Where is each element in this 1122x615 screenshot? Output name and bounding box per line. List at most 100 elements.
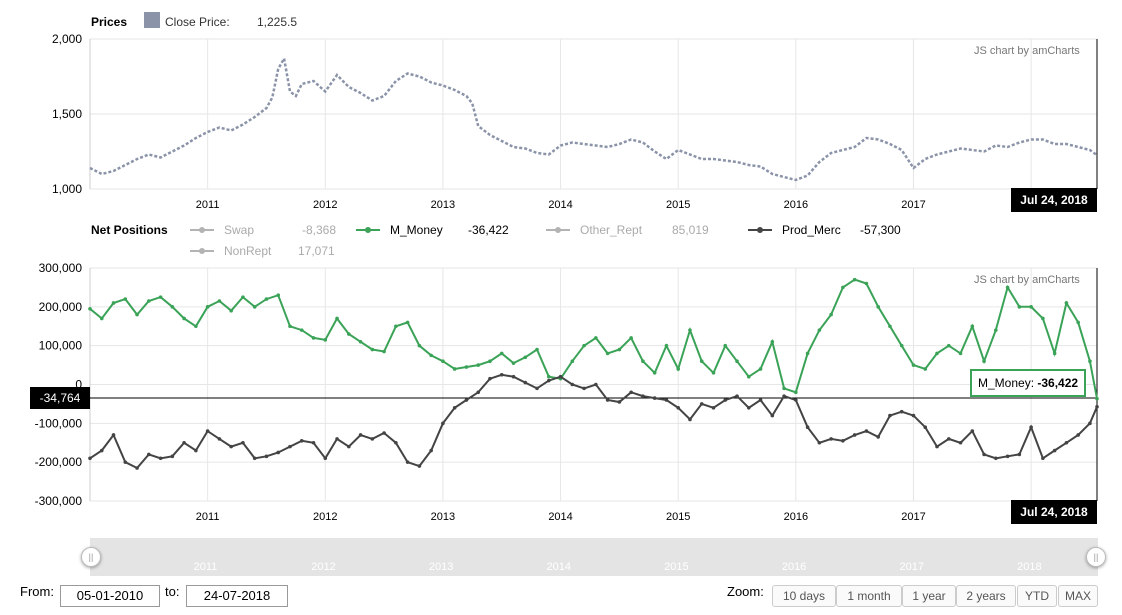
positions-plot-area[interactable] — [88, 277, 1099, 470]
m-money-data-point — [1005, 285, 1010, 290]
scrollbar-year-label: 2013 — [428, 561, 454, 573]
prod-merc-data-point — [217, 437, 222, 441]
prices-y-tick-label: 2,000 — [52, 32, 82, 46]
prod-merc-data-point — [841, 439, 845, 443]
prod-merc-data-point — [499, 372, 504, 377]
prod-merc-data-point — [546, 378, 551, 383]
prices-chart-credit[interactable]: JS chart by amCharts — [974, 45, 1080, 57]
legend-series-value: -57,300 — [860, 223, 901, 237]
prod-merc-data-point — [1076, 433, 1080, 437]
prod-merc-data-point — [946, 437, 951, 441]
prices-grid — [90, 38, 1097, 190]
prod-merc-data-point — [746, 406, 751, 410]
positions-y-tick-label: -200,000 — [35, 455, 83, 469]
prices-plot-area[interactable] — [89, 54, 1098, 182]
legend-item-m-money[interactable]: M_Money -36,422 — [356, 223, 536, 239]
m-money-data-point — [735, 359, 739, 364]
prices-x-tick-label: 2017 — [901, 199, 925, 211]
zoom-button-ytd[interactable]: YTD — [1017, 585, 1057, 607]
to-label: to: — [165, 584, 180, 599]
prod-merc-data-point — [617, 400, 622, 404]
positions-x-tick-label: 2017 — [901, 511, 925, 523]
m-money-data-point — [641, 359, 645, 364]
positions-x-tick-label: 2011 — [196, 511, 220, 523]
m-money-data-point — [982, 359, 986, 364]
from-date-input[interactable]: 05-01-2010 — [60, 585, 160, 607]
prod-merc-data-point — [829, 437, 833, 441]
legend-item-nonrept[interactable]: NonRept 17,071 — [190, 244, 350, 260]
legend-item-prod-merc[interactable]: Prod_Merc -57,300 — [748, 223, 928, 239]
prod-merc-data-point — [970, 429, 975, 433]
positions-y-tick-label: 100,000 — [39, 339, 83, 353]
zoom-button-1-month[interactable]: 1 month — [836, 585, 902, 607]
positions-chart-credit[interactable]: JS chart by amCharts — [974, 274, 1080, 286]
chart-scrollbar[interactable] — [90, 538, 1098, 576]
positions-x-tick-label: 2012 — [313, 511, 337, 523]
m-money-data-point — [570, 359, 575, 364]
prod-merc-data-point — [723, 398, 728, 402]
scrollbar-year-label: 2015 — [664, 561, 689, 573]
prod-merc-data-point — [147, 452, 151, 457]
prod-merc-data-point — [264, 454, 269, 459]
prod-merc-data-point — [817, 440, 822, 445]
prod-merc-data-point — [252, 456, 257, 461]
m-money-data-point — [99, 316, 104, 321]
to-date-input[interactable]: 24-07-2018 — [186, 585, 288, 607]
prod-merc-data-point — [452, 406, 457, 410]
legend-item-other-rept[interactable]: Other_Rept 85,019 — [546, 223, 726, 239]
prices-x-tick-label: 2014 — [548, 199, 572, 211]
legend-series-name: Swap — [224, 223, 255, 237]
legend-series-name: NonRept — [224, 244, 272, 258]
zoom-button-1-year[interactable]: 1 year — [902, 585, 956, 607]
zoom-label: Zoom: — [727, 584, 764, 599]
prod-merc-data-point — [170, 454, 175, 459]
positions-y-tick-label: 200,000 — [39, 300, 83, 314]
prod-merc-data-point — [417, 464, 422, 468]
prod-merc-data-point — [1088, 421, 1092, 426]
legend-series-name: M_Money — [390, 223, 443, 237]
m-money-data-point — [852, 277, 857, 282]
close-price-legend-label: Close Price: — [165, 15, 230, 29]
m-money-data-point — [605, 351, 610, 356]
m-money-data-point — [582, 343, 586, 348]
prod-merc-data-point — [711, 406, 716, 410]
prod-merc-data-point — [1041, 456, 1045, 461]
close-price-legend-swatch[interactable] — [144, 12, 160, 28]
positions-y-tick-label: 300,000 — [39, 261, 83, 275]
scrollbar-left-handle[interactable]: || — [81, 547, 101, 567]
zoom-button-max[interactable]: MAX — [1058, 585, 1098, 607]
prod-merc-data-point — [158, 456, 163, 461]
positions-x-tick-label: 2015 — [666, 511, 690, 523]
scrollbar-right-handle[interactable]: || — [1086, 547, 1106, 567]
positions-x-tick-label: 2013 — [431, 511, 455, 523]
m-money-data-point — [723, 343, 728, 348]
legend-item-swap[interactable]: Swap -8,368 — [190, 223, 370, 239]
m-money-data-point — [405, 320, 410, 325]
legend-series-value: 17,071 — [298, 244, 335, 258]
m-money-data-point — [394, 324, 398, 329]
prod-merc-data-point — [523, 380, 528, 385]
scrollbar-year-label: 2011 — [193, 561, 218, 573]
m-money-data-point — [194, 324, 198, 329]
prod-merc-data-point — [1017, 452, 1022, 457]
m-money-data-point — [205, 305, 210, 309]
m-money-data-point — [546, 374, 551, 379]
zoom-button-10-days[interactable]: 10 days — [772, 585, 836, 607]
prod-merc-data-point — [605, 398, 610, 402]
legend-series-value: -36,422 — [468, 223, 509, 237]
m-money-data-point — [994, 328, 998, 332]
m-money-data-point — [876, 305, 880, 309]
m-money-data-point — [311, 336, 316, 340]
legend-series-value: -8,368 — [302, 223, 337, 237]
m-money-data-point — [452, 367, 457, 371]
m-money-data-point — [794, 390, 798, 395]
m-money-data-point — [699, 359, 704, 364]
positions-cursor-value-badge: -34,764 — [30, 387, 90, 409]
prod-merc-data-point — [1095, 404, 1099, 409]
prod-merc-data-point — [123, 460, 128, 464]
prod-merc-data-point — [182, 440, 186, 445]
prod-merc-data-point — [876, 435, 880, 439]
prod-merc-data-point — [476, 390, 481, 395]
positions-cursor-date-badge: Jul 24, 2018 — [1011, 500, 1097, 524]
zoom-button-2-years[interactable]: 2 years — [956, 585, 1016, 607]
